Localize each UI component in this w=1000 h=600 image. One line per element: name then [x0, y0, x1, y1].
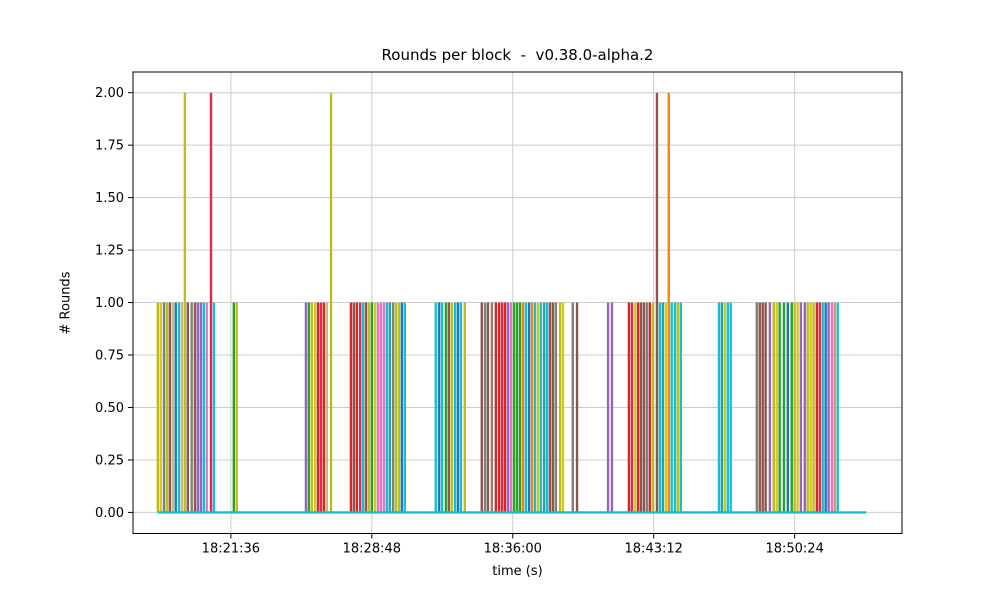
- y-tick-label: 0.50: [95, 401, 124, 416]
- x-axis-label: time (s): [492, 564, 543, 579]
- x-tick-label: 18:50:24: [765, 542, 823, 557]
- y-tick-label: 0.75: [95, 349, 124, 364]
- x-tick-label: 18:36:00: [484, 542, 542, 557]
- chart-title: Rounds per block - v0.38.0-alpha.2: [381, 46, 654, 64]
- y-tick-label: 1.00: [95, 296, 124, 311]
- y-tick-label: 1.50: [95, 191, 124, 206]
- x-tick-label: 18:43:12: [625, 542, 683, 557]
- x-tick-label: 18:28:48: [343, 542, 401, 557]
- y-tick-label: 2.00: [95, 86, 124, 101]
- y-tick-label: 1.75: [95, 139, 124, 154]
- y-tick-label: 0.00: [95, 506, 124, 521]
- x-tick-label: 18:21:36: [202, 542, 260, 557]
- y-tick-label: 0.25: [95, 453, 124, 468]
- y-tick-label: 1.25: [95, 244, 124, 259]
